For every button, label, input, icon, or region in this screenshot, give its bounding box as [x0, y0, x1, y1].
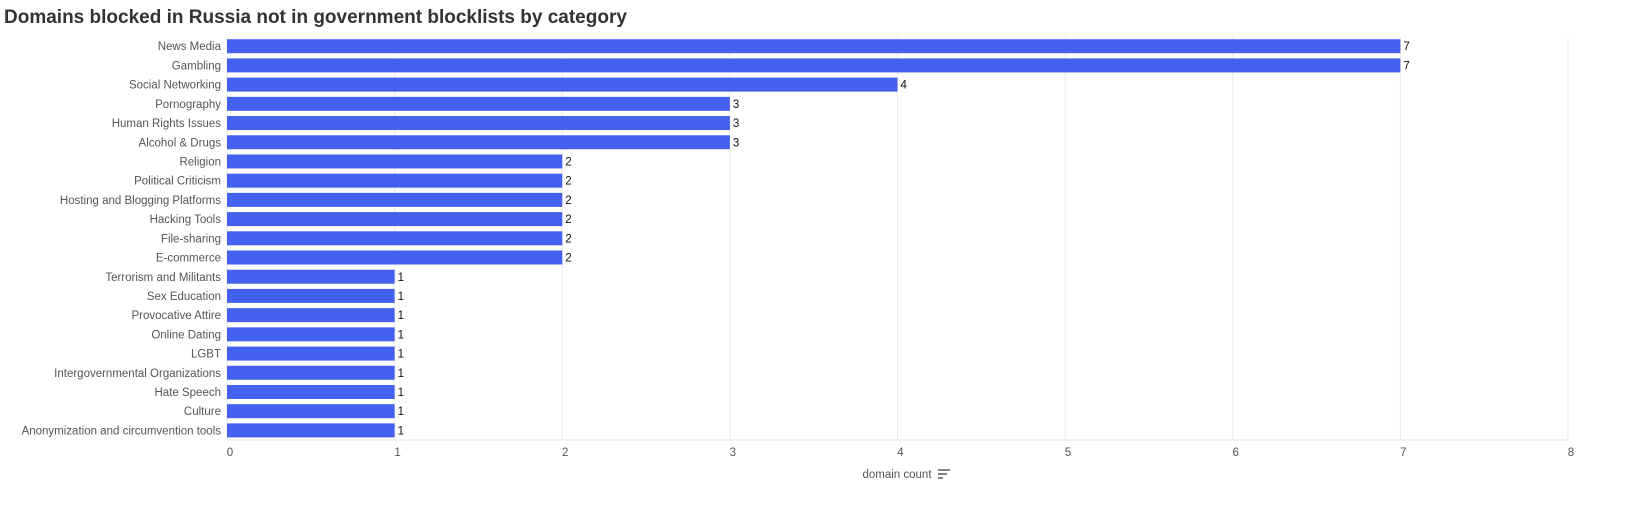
y-tick-label: News Media [158, 41, 222, 53]
x-tick-label: 4 [897, 447, 904, 459]
y-tick-label: Hacking Tools [150, 214, 222, 226]
bar [227, 423, 395, 438]
value-label: 1 [398, 272, 404, 284]
y-tick-label: Pornography [155, 99, 221, 111]
value-label: 2 [565, 176, 571, 188]
bar [227, 135, 730, 150]
x-tick-label: 6 [1233, 447, 1239, 459]
bar [227, 58, 1401, 73]
value-label: 2 [565, 214, 571, 226]
bar [227, 404, 395, 419]
y-tick-label: Human Rights Issues [112, 118, 222, 130]
x-tick-label: 7 [1400, 447, 1406, 459]
y-tick-label: Terrorism and Militants [105, 272, 221, 284]
x-tick-label: 2 [562, 447, 568, 459]
value-label: 1 [398, 387, 404, 399]
bar [227, 269, 395, 284]
y-tick-label: Culture [184, 406, 221, 418]
y-tick-label: Intergovernmental Organizations [54, 368, 221, 380]
value-label: 1 [398, 310, 404, 322]
y-tick-label: Alcohol & Drugs [139, 137, 222, 149]
y-tick-label: Religion [179, 156, 221, 168]
value-label: 2 [565, 253, 571, 265]
value-label: 4 [901, 80, 908, 92]
value-label: 1 [398, 368, 404, 380]
bar [227, 346, 395, 361]
value-label: 1 [398, 349, 404, 361]
value-label: 1 [398, 329, 404, 341]
x-axis-title: domain count [862, 469, 932, 481]
sort-icon[interactable] [938, 469, 950, 479]
value-label: 1 [398, 291, 404, 303]
y-tick-label: Gambling [172, 60, 221, 72]
bar [227, 365, 395, 380]
value-label: 1 [398, 406, 404, 418]
value-label: 3 [733, 137, 739, 149]
y-tick-label: Anonymization and circumvention tools [22, 425, 222, 437]
bar [227, 173, 563, 188]
value-label: 2 [565, 233, 571, 245]
bar [227, 212, 563, 227]
y-tick-label: LGBT [191, 349, 221, 361]
bar [227, 39, 1401, 54]
y-tick-label: Provocative Attire [132, 310, 221, 322]
x-tick-label: 8 [1568, 447, 1574, 459]
y-tick-label: File-sharing [161, 233, 221, 245]
y-tick-label: Social Networking [129, 80, 221, 92]
bar [227, 288, 395, 303]
x-tick-label: 5 [1065, 447, 1071, 459]
x-tick-label: 0 [227, 447, 233, 459]
bar [227, 308, 395, 323]
y-tick-label: Hate Speech [155, 387, 222, 399]
value-label: 7 [1403, 41, 1409, 53]
x-tick-label: 1 [394, 447, 400, 459]
value-label: 2 [565, 156, 571, 168]
value-label: 2 [565, 195, 571, 207]
bar [227, 384, 395, 399]
bar [227, 250, 563, 265]
chart-title: Domains blocked in Russia not in governm… [4, 7, 627, 28]
y-tick-label: Sex Education [147, 291, 221, 303]
value-label: 3 [733, 99, 739, 111]
value-label: 1 [398, 425, 404, 437]
bar [227, 231, 563, 246]
y-tick-label: Hosting and Blogging Platforms [60, 195, 221, 207]
bar [227, 192, 563, 207]
bar [227, 77, 898, 92]
bar [227, 116, 730, 131]
bar [227, 96, 730, 111]
y-tick-label: Political Criticism [134, 176, 221, 188]
bar [227, 327, 395, 342]
value-label: 3 [733, 118, 739, 130]
bar [227, 154, 563, 169]
y-tick-label: Online Dating [151, 329, 221, 341]
value-label: 7 [1403, 60, 1409, 72]
y-tick-label: E-commerce [156, 253, 221, 265]
x-tick-label: 3 [730, 447, 736, 459]
